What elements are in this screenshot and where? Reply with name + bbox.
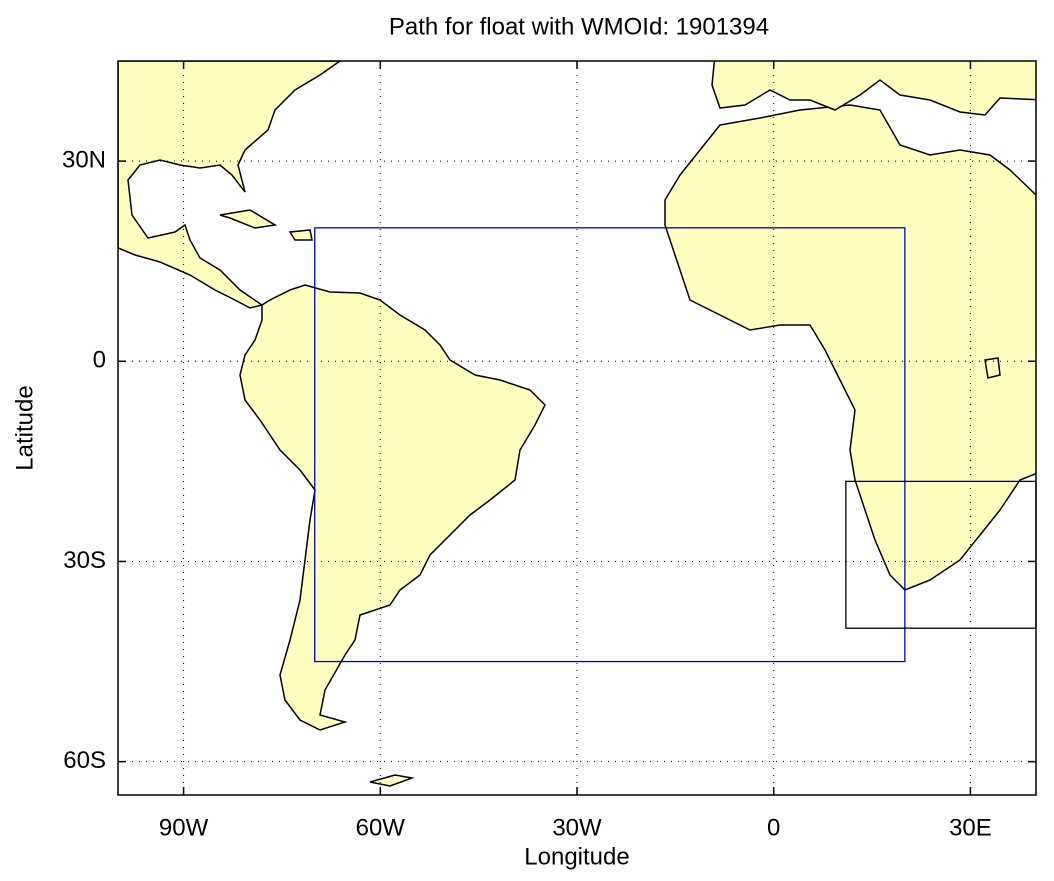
y-tick-label: 30S: [63, 547, 106, 574]
x-tick-label: 90W: [159, 814, 209, 841]
x-tick-label: 0: [767, 814, 780, 841]
region-box: [845, 480, 1037, 629]
africa: [664, 104, 1036, 591]
europe: [711, 61, 1036, 116]
x-tick-label: 30W: [552, 814, 602, 841]
hispaniola: [288, 229, 313, 241]
antarctic-islands: [369, 774, 415, 787]
y-tick-label: 30N: [62, 146, 106, 173]
south-america: [239, 284, 546, 731]
north-america: [118, 61, 342, 309]
region-box: [314, 227, 906, 663]
y-axis-label: Latitude: [11, 385, 38, 470]
y-tick-label: 0: [93, 347, 106, 374]
y-tick-label: 60S: [63, 747, 106, 774]
coastlines: [118, 61, 1036, 787]
cuba: [219, 209, 278, 229]
x-tick-label: 30E: [949, 814, 992, 841]
x-tick-label: 60W: [356, 814, 406, 841]
x-axis-label: Longitude: [524, 843, 629, 870]
madagascar: [984, 357, 1001, 379]
chart-title: Path for float with WMOId: 1901394: [389, 13, 769, 40]
